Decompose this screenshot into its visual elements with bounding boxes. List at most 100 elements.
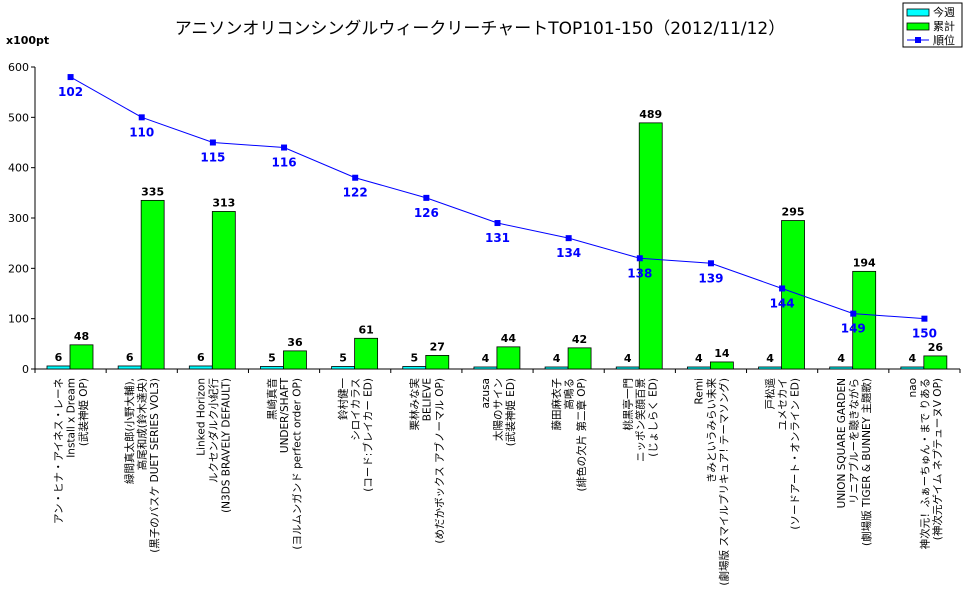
rank-label: 131	[485, 231, 510, 245]
bar-weekly	[117, 365, 142, 370]
rank-point	[281, 144, 288, 151]
bar-weekly	[758, 366, 782, 370]
y-tick-label: 500	[8, 111, 29, 124]
legend-rank-label: 順位	[933, 33, 955, 47]
rank-label: 138	[627, 266, 652, 280]
bar-weekly	[402, 366, 427, 370]
bar-weekly-label: 5	[410, 351, 418, 364]
x-category-label: (武装神姫 OP)	[77, 378, 90, 446]
bar-total-label: 335	[141, 185, 164, 198]
rank-label: 126	[414, 206, 439, 220]
x-category-label: (めだかボックス アブノーマル OP)	[433, 378, 446, 544]
x-category-label: 栗林みな実	[408, 378, 421, 431]
rank-point	[138, 114, 145, 121]
y-tick-label: 200	[8, 262, 29, 275]
y-tick-label: 100	[8, 313, 29, 326]
bar-total	[69, 344, 94, 370]
bar-total-label: 27	[430, 340, 445, 353]
bar-weekly-label: 4	[624, 352, 632, 365]
bar-weekly	[46, 365, 71, 370]
bar-weekly-label: 5	[339, 351, 347, 364]
rank-point	[707, 260, 714, 267]
y-axis-unit-label: x100pt	[6, 34, 49, 47]
bar-total-label: 42	[572, 333, 587, 346]
x-category-label: ルクセンダルク小紀行	[207, 378, 220, 483]
rank-label: 150	[912, 327, 937, 341]
x-category-label: アン・ヒナ・アイネス・レーネ	[53, 378, 65, 524]
bar-total	[852, 270, 877, 370]
rank-point	[636, 255, 643, 262]
bar-weekly	[188, 365, 213, 370]
bar-weekly-label: 4	[909, 352, 917, 365]
x-category-label: シロイカラス	[350, 378, 362, 441]
x-category-label: 桃黒亭一門	[621, 378, 634, 431]
bar-weekly-label: 6	[197, 351, 205, 364]
rank-label: 116	[272, 156, 297, 170]
bar-total	[211, 211, 236, 370]
bar-total-label: 194	[853, 256, 876, 269]
rank-label: 144	[770, 296, 795, 310]
x-category-label: (神次元ゲイム ネプテューヌV OP)	[931, 378, 944, 540]
rank-label: 110	[129, 125, 154, 139]
x-category-label: 高尾和成(鈴木達央)	[136, 378, 149, 470]
rank-point	[423, 194, 430, 201]
x-category-label: ユメセカイ	[777, 378, 789, 431]
x-category-label: Install x Dream	[66, 378, 78, 458]
x-category-label: (劇場版 スマイルプリキュア! テーマソング)	[717, 378, 730, 586]
bar-total-label: 61	[358, 323, 373, 336]
bar-weekly-label: 4	[837, 352, 845, 365]
bar-total	[781, 220, 805, 370]
rank-label: 102	[58, 85, 83, 99]
x-category-label: Linked Horizon	[195, 378, 207, 456]
x-category-label: 黒崎真音	[266, 378, 279, 420]
legend-weekly-swatch	[906, 8, 930, 17]
legend-weekly-label: 今週	[933, 5, 955, 19]
bar-total-label: 48	[74, 330, 89, 343]
bar-weekly	[331, 366, 356, 370]
x-category-label: Remi	[693, 378, 705, 404]
legend-rank-marker	[915, 37, 921, 43]
chart-title: アニソンオリコンシングルウィークリーチャートTOP101-150（2012/11…	[175, 19, 786, 39]
bar-total	[709, 361, 734, 370]
x-category-label: (劇場版 TIGER & BUNNEY 主題歌)	[860, 378, 873, 546]
y-tick-label: 300	[8, 212, 29, 225]
x-category-label: (じょしらく ED)	[647, 378, 659, 457]
x-category-label: (ソードアート・オンライン ED)	[790, 378, 802, 530]
legend-total-swatch	[906, 22, 930, 31]
rank-point	[779, 285, 786, 292]
rank-label: 115	[200, 151, 225, 165]
x-category-label: 藤田麻衣子	[550, 378, 563, 431]
rank-point	[352, 174, 359, 181]
bar-total	[283, 350, 307, 370]
rank-point	[850, 310, 857, 317]
x-category-label: (N3DS BRAVELY DEFAULT)	[220, 378, 232, 513]
x-category-label: きみというみらい未来	[706, 378, 718, 483]
bar-weekly-label: 6	[55, 351, 63, 364]
plot-area: 0 100 200 300 400 500 600 6 48 アン・ヒナ・アイネス・レーネ Inst…	[8, 61, 961, 586]
rank-point	[494, 220, 501, 227]
bar-total	[425, 355, 450, 370]
bar-total	[567, 347, 592, 370]
rank-label: 122	[343, 186, 368, 200]
y-tick-label: 600	[8, 61, 29, 74]
bar-weekly-label: 6	[126, 351, 134, 364]
x-category-label: 鈴村健一	[337, 378, 350, 420]
bar-total-label: 313	[212, 196, 235, 209]
rank-point	[565, 235, 572, 242]
x-category-label: 高鳴る	[563, 378, 576, 410]
bar-weekly-label: 4	[482, 352, 490, 365]
y-tick-label: 400	[8, 162, 29, 175]
x-category-label: (ヨルムンガンド perfect order OP)	[292, 378, 304, 550]
x-category-label: (武装神姫 ED)	[504, 378, 517, 446]
rank-point	[921, 315, 928, 322]
x-category-label: nao	[907, 378, 919, 398]
bar-weekly	[829, 366, 854, 370]
bar-total-label: 26	[928, 341, 944, 354]
bar-weekly	[615, 366, 640, 370]
bar-weekly-label: 4	[695, 352, 703, 365]
legend-total-label: 累計	[933, 19, 955, 33]
bar-weekly	[900, 366, 925, 370]
bar-total-label: 44	[501, 332, 517, 345]
